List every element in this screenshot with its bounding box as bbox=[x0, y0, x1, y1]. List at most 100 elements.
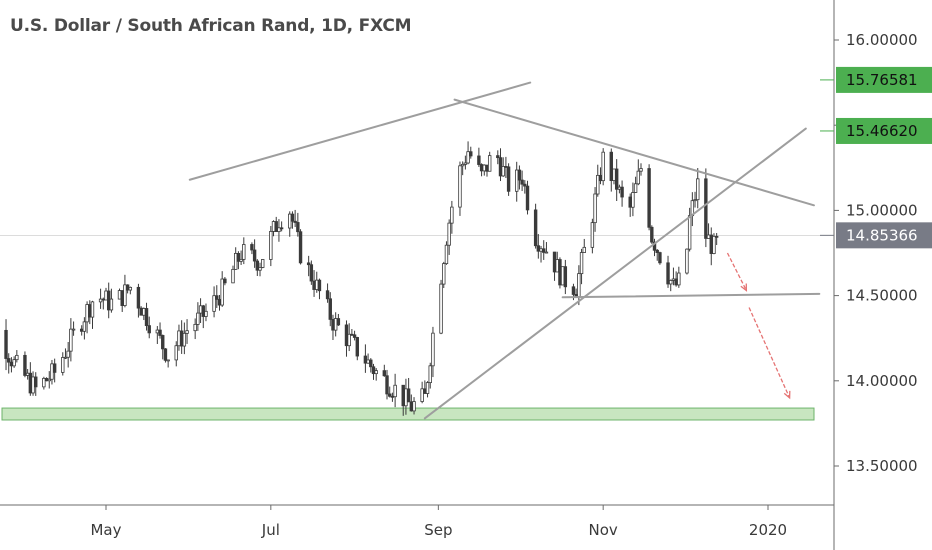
y-tick-label: 14.00000 bbox=[846, 372, 918, 390]
candle-body bbox=[709, 234, 713, 254]
trendlines-layer bbox=[188, 81, 821, 420]
candle-body bbox=[560, 266, 565, 286]
candle-body bbox=[42, 377, 46, 388]
candle-body bbox=[577, 273, 581, 298]
candle-body bbox=[233, 252, 238, 270]
candle-body bbox=[177, 330, 181, 347]
candle-body bbox=[255, 260, 260, 271]
candle-body bbox=[120, 290, 124, 306]
candle-body bbox=[347, 333, 351, 347]
candle-body bbox=[539, 248, 543, 252]
candle-body bbox=[31, 376, 35, 394]
candle-body bbox=[217, 298, 222, 306]
candle-body bbox=[601, 151, 605, 182]
y-tick-label: 13.50000 bbox=[846, 457, 918, 475]
candle-body bbox=[296, 222, 300, 233]
candle-body bbox=[288, 213, 292, 229]
candle-body bbox=[669, 280, 673, 285]
candle-body bbox=[101, 298, 105, 301]
candle-body bbox=[163, 348, 168, 361]
y-tick-label: 15.00000 bbox=[846, 201, 918, 219]
x-tick-label: Sep bbox=[424, 521, 452, 539]
price-badge-level_2 bbox=[836, 117, 932, 144]
candle-body bbox=[4, 329, 8, 359]
candle-body bbox=[352, 334, 357, 338]
price-badge-label: 14.85366 bbox=[846, 226, 918, 244]
candle-body bbox=[671, 278, 676, 281]
candle-body bbox=[504, 166, 508, 168]
price-badge-label: 15.76581 bbox=[846, 71, 918, 89]
candle-body bbox=[269, 231, 273, 260]
candle-body bbox=[117, 290, 122, 300]
candle-body bbox=[571, 286, 576, 295]
candle-body bbox=[82, 321, 87, 332]
candle-body bbox=[333, 318, 338, 331]
candle-body bbox=[712, 235, 716, 254]
candle-body bbox=[639, 168, 643, 172]
projection-arrow-1 bbox=[726, 252, 747, 291]
candle-body bbox=[7, 358, 11, 363]
candle-body bbox=[485, 164, 489, 172]
candle-body bbox=[9, 361, 14, 367]
candle-body bbox=[34, 376, 38, 388]
candle-body bbox=[336, 318, 341, 326]
candle-body bbox=[506, 166, 511, 192]
candle-body bbox=[515, 169, 519, 192]
x-tick-label: 2020 bbox=[749, 521, 787, 539]
candle-body bbox=[66, 350, 70, 358]
candle-body bbox=[617, 186, 622, 190]
candle-body bbox=[47, 378, 51, 382]
candle-body bbox=[193, 323, 197, 332]
candle-body bbox=[458, 165, 462, 208]
candle-body bbox=[714, 235, 719, 238]
candle-body bbox=[50, 363, 54, 380]
candle-body bbox=[25, 372, 30, 376]
price-badge-label: 15.46620 bbox=[846, 122, 918, 140]
candle-body bbox=[306, 262, 311, 266]
candle-body bbox=[442, 263, 446, 285]
candle-body bbox=[366, 359, 370, 364]
candle-body bbox=[612, 168, 616, 181]
candles-layer bbox=[4, 141, 719, 416]
candle-body bbox=[236, 252, 241, 262]
candle-body bbox=[542, 248, 546, 253]
candle-body bbox=[125, 284, 130, 291]
candle-body bbox=[388, 393, 392, 397]
candle-body bbox=[439, 283, 443, 334]
candle-body bbox=[317, 279, 322, 292]
candle-body bbox=[155, 329, 160, 334]
candle-body bbox=[109, 298, 114, 311]
candle-body bbox=[655, 249, 659, 253]
candle-body bbox=[128, 286, 133, 291]
candle-body bbox=[363, 355, 368, 364]
x-tick-label: May bbox=[90, 521, 121, 539]
candle-body bbox=[136, 286, 141, 309]
candle-body bbox=[382, 370, 387, 377]
candle-body bbox=[385, 375, 389, 395]
candle-body bbox=[533, 209, 538, 247]
candle-body bbox=[406, 388, 411, 403]
candle-body bbox=[677, 272, 681, 286]
candle-body bbox=[520, 179, 524, 185]
candle-body bbox=[88, 304, 92, 318]
candle-body bbox=[328, 298, 332, 320]
trendline-2 bbox=[453, 98, 815, 207]
chart-title: U.S. Dollar / South African Rand, 1D, FX… bbox=[10, 16, 412, 36]
candle-body bbox=[71, 328, 76, 331]
candle-body bbox=[404, 388, 408, 407]
candle-body bbox=[579, 252, 584, 275]
candle-body bbox=[252, 249, 257, 262]
candle-body bbox=[431, 332, 435, 367]
candle-body bbox=[412, 401, 416, 412]
candle-body bbox=[614, 168, 619, 190]
candle-body bbox=[293, 220, 297, 223]
candle-body bbox=[279, 227, 284, 230]
candle-body bbox=[123, 284, 127, 306]
support-zone bbox=[1, 407, 815, 421]
support-zone-layer bbox=[1, 407, 815, 421]
candle-body bbox=[274, 221, 278, 233]
candle-body bbox=[544, 251, 549, 254]
candle-body bbox=[463, 162, 468, 165]
